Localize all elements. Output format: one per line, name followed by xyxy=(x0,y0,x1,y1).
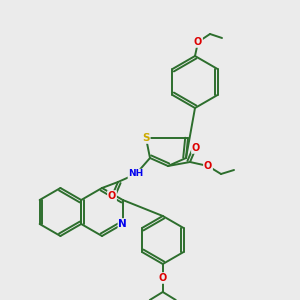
Text: O: O xyxy=(192,143,200,153)
Text: O: O xyxy=(159,273,167,283)
Text: S: S xyxy=(142,133,150,143)
Text: NH: NH xyxy=(128,169,144,178)
Text: N: N xyxy=(118,219,127,229)
Text: O: O xyxy=(204,161,212,171)
Text: O: O xyxy=(194,37,202,47)
Text: O: O xyxy=(108,191,116,201)
